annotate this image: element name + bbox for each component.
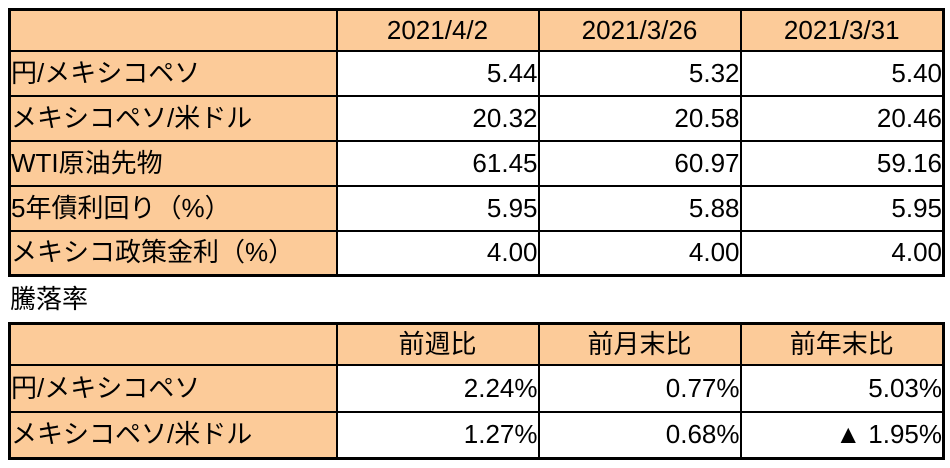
table-row: メキシコペソ/米ドル 1.27% 0.68% ▲ 1.95% [8, 410, 945, 460]
table-row: メキシコペソ/米ドル 20.32 20.58 20.46 [8, 94, 945, 142]
date-column-header: 2021/4/2 [335, 8, 540, 52]
value-cell: 4.00 [537, 229, 742, 277]
period-column-header: 前年末比 [739, 322, 945, 366]
row-label-5y-yield: 5年債利回り（%） [8, 184, 338, 232]
value-cell: 5.32 [537, 49, 742, 97]
table-row: WTI原油先物 61.45 60.97 59.16 [8, 139, 945, 187]
value-cell: 2.24% [335, 363, 540, 413]
value-cell: 5.44 [335, 49, 540, 97]
corner-cell [8, 322, 338, 366]
value-cell: 0.77% [537, 363, 742, 413]
period-column-header: 前月末比 [537, 322, 742, 366]
value-cell: 5.95 [739, 184, 945, 232]
value-cell: 5.40 [739, 49, 945, 97]
section-title-change-rate: 騰落率 [10, 284, 89, 314]
value-cell: 20.46 [739, 94, 945, 142]
value-cell: 5.88 [537, 184, 742, 232]
date-column-header: 2021/3/31 [739, 8, 945, 52]
table-row: メキシコ政策金利（%） 4.00 4.00 4.00 [8, 229, 945, 277]
row-label-jpy-mxn: 円/メキシコペソ [8, 363, 338, 413]
row-label-policy-rate: メキシコ政策金利（%） [8, 229, 338, 277]
market-levels-table: 2021/4/2 2021/3/26 2021/3/31 円/メキシコペソ 5.… [8, 8, 945, 277]
date-column-header: 2021/3/26 [537, 8, 742, 52]
value-cell: 0.68% [537, 410, 742, 460]
value-cell-negative: ▲ 1.95% [739, 410, 945, 460]
value-cell: 4.00 [739, 229, 945, 277]
value-cell: 61.45 [335, 139, 540, 187]
value-cell: 5.03% [739, 363, 945, 413]
value-cell: 20.32 [335, 94, 540, 142]
value-cell: 1.27% [335, 410, 540, 460]
corner-cell [8, 8, 338, 52]
value-cell: 20.58 [537, 94, 742, 142]
value-cell: 59.16 [739, 139, 945, 187]
value-cell: 60.97 [537, 139, 742, 187]
row-label-mxn-usd: メキシコペソ/米ドル [8, 94, 338, 142]
row-label-mxn-usd: メキシコペソ/米ドル [8, 410, 338, 460]
row-label-wti: WTI原油先物 [8, 139, 338, 187]
table-row: 円/メキシコペソ 5.44 5.32 5.40 [8, 49, 945, 97]
table-header-row: 2021/4/2 2021/3/26 2021/3/31 [8, 8, 945, 52]
row-label-jpy-mxn: 円/メキシコペソ [8, 49, 338, 97]
value-cell: 5.95 [335, 184, 540, 232]
value-cell: 4.00 [335, 229, 540, 277]
change-rate-table: 前週比 前月末比 前年末比 円/メキシコペソ 2.24% 0.77% 5.03%… [8, 322, 945, 460]
table-row: 5年債利回り（%） 5.95 5.88 5.95 [8, 184, 945, 232]
period-column-header: 前週比 [335, 322, 540, 366]
table-header-row: 前週比 前月末比 前年末比 [8, 322, 945, 366]
table-row: 円/メキシコペソ 2.24% 0.77% 5.03% [8, 363, 945, 413]
